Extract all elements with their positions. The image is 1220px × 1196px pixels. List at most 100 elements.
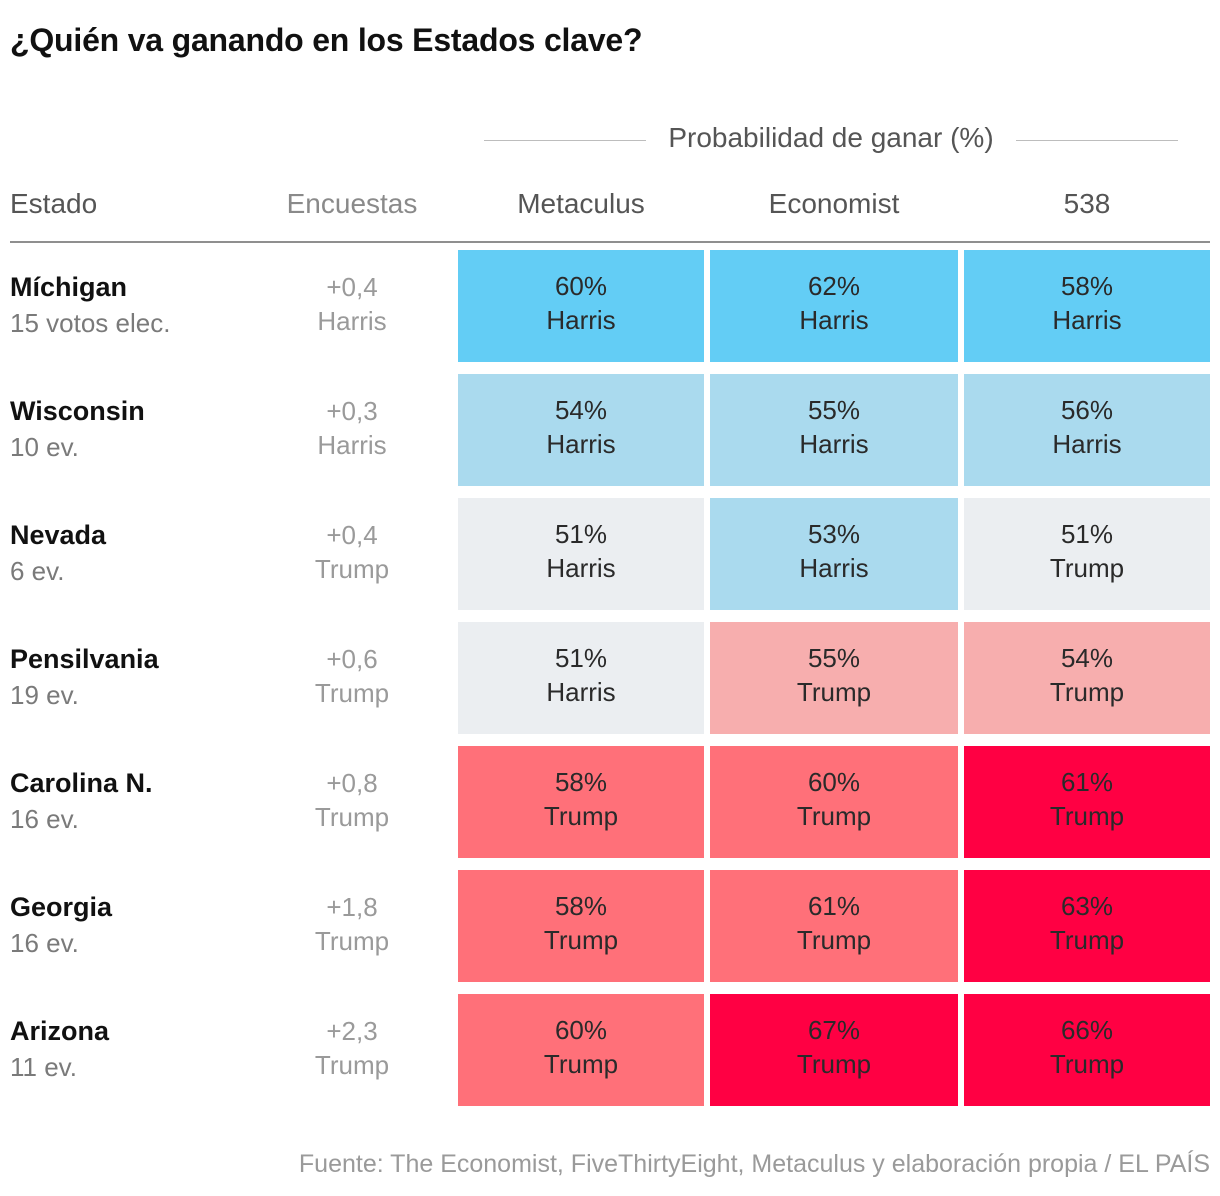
probability-cell-metaculus: 51% Harris <box>458 622 704 734</box>
probability-leader: Harris <box>799 305 869 335</box>
probability-leader: Trump <box>1049 677 1125 707</box>
electoral-votes: 15 votos elec. <box>10 308 171 338</box>
poll-leader: Harris <box>317 430 387 460</box>
poll-leader: Trump <box>314 802 390 832</box>
probability-leader: Trump <box>1049 801 1125 831</box>
probability-header-rule-right <box>1016 140 1178 141</box>
probability-value: 67% <box>807 1015 861 1045</box>
poll-leader: Harris <box>317 306 387 336</box>
probability-leader: Harris <box>1052 429 1122 459</box>
probability-header: Probabilidad de ganar (%) <box>484 116 1178 162</box>
poll-margin: +0,4 <box>326 520 378 550</box>
state-name: Pensilvania <box>10 644 159 674</box>
chart-title: ¿Quién va ganando en los Estados clave? <box>10 22 643 58</box>
probability-cell-metaculus: 51% Harris <box>458 498 704 610</box>
electoral-votes: 10 ev. <box>10 432 79 462</box>
probability-value: 53% <box>807 519 861 549</box>
poll-margin: +0,8 <box>326 768 378 798</box>
probability-value: 55% <box>807 643 861 673</box>
table-row: Georgia 16 ev. +1,8 Trump 58% Trump 61% Trump 63… <box>0 870 1220 982</box>
probability-cell-economist: 60% Trump <box>710 746 958 858</box>
probability-cell-538: 58% Harris <box>964 250 1210 362</box>
electoral-votes: 16 ev. <box>10 804 79 834</box>
probability-leader: Harris <box>1052 305 1122 335</box>
probability-value: 60% <box>554 1015 608 1045</box>
probability-value: 51% <box>554 519 608 549</box>
column-header-economist: Economist <box>768 188 900 219</box>
poll-cell: +0,3 Harris <box>252 394 452 462</box>
probability-leader: Trump <box>1049 553 1125 583</box>
table-row: Pensilvania 19 ev. +0,6 Trump 51% Harris 55% Tr… <box>0 622 1220 734</box>
probability-value: 63% <box>1060 891 1114 921</box>
table-row: Wisconsin 10 ev. +0,3 Harris 54% Harris 55% Har… <box>0 374 1220 486</box>
column-header-estado: Estado <box>10 188 98 219</box>
probability-value: 56% <box>1060 395 1114 425</box>
state-name: Arizona <box>10 1016 110 1046</box>
probability-cell-538: 63% Trump <box>964 870 1210 982</box>
probability-value: 54% <box>554 395 608 425</box>
probability-leader: Trump <box>796 801 872 831</box>
poll-cell: +0,8 Trump <box>252 766 452 834</box>
probability-cell-metaculus: 60% Trump <box>458 994 704 1106</box>
poll-leader: Trump <box>314 926 390 956</box>
state-name: Carolina N. <box>10 768 153 798</box>
state-name: Wisconsin <box>10 396 145 426</box>
electoral-votes: 6 ev. <box>10 556 65 586</box>
probability-value: 51% <box>1060 519 1114 549</box>
probability-cell-538: 61% Trump <box>964 746 1210 858</box>
source-note: Fuente: The Economist, FiveThirtyEight, … <box>298 1150 1210 1178</box>
probability-leader: Harris <box>546 553 616 583</box>
poll-leader: Trump <box>314 1050 390 1080</box>
poll-margin: +0,3 <box>326 396 378 426</box>
poll-margin: +2,3 <box>326 1016 378 1046</box>
probability-leader: Harris <box>546 677 616 707</box>
probability-value: 58% <box>554 767 608 797</box>
probability-cell-economist: 62% Harris <box>710 250 958 362</box>
probability-leader: Harris <box>546 305 616 335</box>
poll-leader: Trump <box>314 554 390 584</box>
probability-cell-metaculus: 54% Harris <box>458 374 704 486</box>
probability-value: 60% <box>554 271 608 301</box>
poll-cell: +0,4 Trump <box>252 518 452 586</box>
probability-cell-economist: 61% Trump <box>710 870 958 982</box>
probability-value: 66% <box>1060 1015 1114 1045</box>
column-header-metaculus: Metaculus <box>517 188 645 219</box>
probability-cell-538: 66% Trump <box>964 994 1210 1106</box>
electoral-votes: 11 ev. <box>10 1052 77 1082</box>
probability-cell-economist: 53% Harris <box>710 498 958 610</box>
electoral-votes: 16 ev. <box>10 928 79 958</box>
probability-header-label: Probabilidad de ganar (%) <box>668 122 994 153</box>
column-header-encuestas: Encuestas <box>286 188 418 219</box>
probability-leader: Harris <box>799 553 869 583</box>
probability-leader: Trump <box>543 1049 619 1079</box>
probability-header-rule-left <box>484 140 646 141</box>
probability-cell-538: 56% Harris <box>964 374 1210 486</box>
electoral-votes: 19 ev. <box>10 680 79 710</box>
probability-value: 51% <box>554 643 608 673</box>
probability-cell-metaculus: 58% Trump <box>458 746 704 858</box>
poll-cell: +2,3 Trump <box>252 1014 452 1082</box>
probability-value: 58% <box>1060 271 1114 301</box>
poll-margin: +1,8 <box>326 892 378 922</box>
probability-leader: Trump <box>796 677 872 707</box>
poll-leader: Trump <box>314 678 390 708</box>
probability-value: 58% <box>554 891 608 921</box>
table-row: Carolina N. 16 ev. +0,8 Trump 58% Trump 60% Tru… <box>0 746 1220 858</box>
probability-cell-metaculus: 58% Trump <box>458 870 704 982</box>
probability-value: 61% <box>1060 767 1114 797</box>
probability-leader: Trump <box>1049 925 1125 955</box>
probability-cell-economist: 55% Harris <box>710 374 958 486</box>
probability-leader: Trump <box>796 925 872 955</box>
probability-leader: Trump <box>543 801 619 831</box>
probability-value: 55% <box>807 395 861 425</box>
poll-margin: +0,6 <box>326 644 378 674</box>
probability-cell-538: 54% Trump <box>964 622 1210 734</box>
probability-value: 60% <box>807 767 861 797</box>
state-name: Míchigan <box>10 272 128 302</box>
probability-leader: Harris <box>799 429 869 459</box>
probability-cell-economist: 67% Trump <box>710 994 958 1106</box>
table-row: Arizona 11 ev. +2,3 Trump 60% Trump 67% Trump 66… <box>0 994 1220 1106</box>
table-row: Nevada 6 ev. +0,4 Trump 51% Harris 53% Harris 51… <box>0 498 1220 610</box>
poll-cell: +0,4 Harris <box>252 270 452 338</box>
header-divider <box>10 241 1210 243</box>
